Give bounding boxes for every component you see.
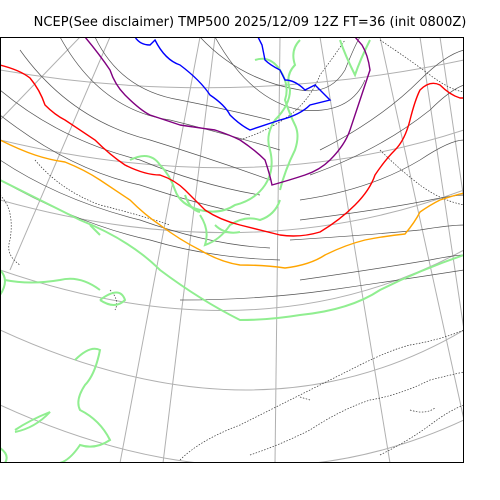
land-outline [199,199,281,247]
isotherm [319,49,464,151]
map-frame [0,37,464,463]
isotherm [94,37,271,121]
coastline [249,371,464,456]
latitude-circle [0,59,464,89]
isotherm [299,254,464,281]
minor-isotherms [0,37,464,301]
meridian [379,37,464,421]
land-outline [184,194,201,213]
isotherm-orange [0,139,464,269]
latitude-circle [0,249,464,311]
latitude-circle [0,404,464,463]
isotherm [19,49,271,181]
coastline [179,329,464,461]
land-outline [214,224,241,234]
coastline [379,404,464,456]
coastline [379,149,464,206]
land-outline [254,57,299,191]
coastline [299,396,311,401]
meridian [419,37,464,331]
isotherm [179,269,464,301]
latitude-circle [0,129,464,169]
isotherm [214,37,366,111]
land-outline [0,179,464,322]
latitude-circle [0,329,464,391]
isotherm [59,37,281,151]
land-outline [0,269,101,296]
land-outline [99,291,127,306]
isotherm-blue [134,37,332,131]
isotherm-purple [84,37,371,186]
land-outline [0,447,8,463]
meridian [319,37,391,463]
land-outline [14,411,51,433]
land-outline [129,39,301,213]
isotherm [299,139,464,201]
meridian [0,37,81,121]
coastline [0,194,21,266]
isotherm [0,159,271,249]
land-outline [339,39,371,78]
isotherm [199,37,361,92]
isotherm [0,114,251,216]
meridian [439,37,464,201]
coastline [34,159,171,226]
coastline [379,39,464,93]
coastline [239,39,346,141]
isotherm [309,84,464,176]
isotherm [289,224,464,241]
latitude-circle [0,189,464,234]
meridian [274,37,281,463]
meridian [119,37,201,463]
land-outline [89,224,101,236]
meridian [9,37,111,271]
coastline [409,407,436,413]
isotherm [0,89,261,196]
land-outlines [0,39,464,463]
land-outline [59,347,112,463]
map-title: NCEP(See disclaimer) TMP500 2025/12/09 1… [33,15,467,30]
isotherm-red [0,64,464,237]
weather-map [0,37,464,463]
graticule [0,37,464,463]
